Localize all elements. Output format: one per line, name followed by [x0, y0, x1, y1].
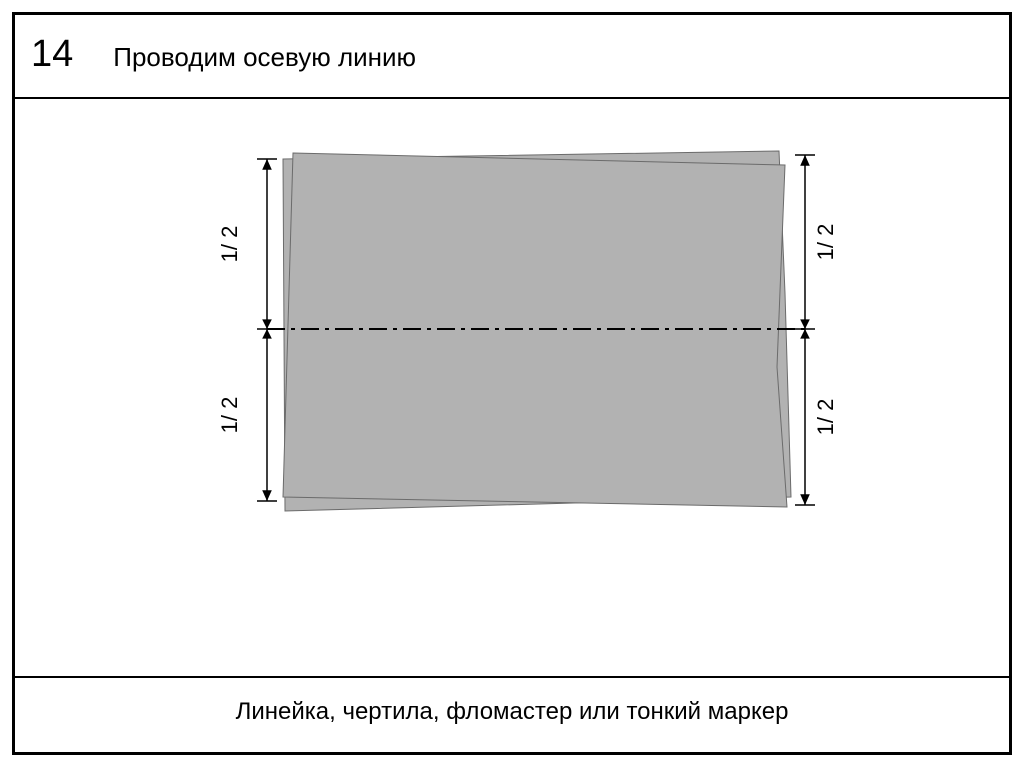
slide-footer: Линейка, чертила, фломастер или тонкий м…	[15, 676, 1009, 752]
dimension-arrow	[262, 319, 272, 329]
centerline-diagram: 1/ 2 1/ 2 1/ 2 1/ 2	[15, 99, 1009, 669]
dimension-label: 1/ 2	[217, 397, 242, 434]
dimension-arrow	[800, 494, 810, 505]
tools-list: Линейка, чертила, фломастер или тонкий м…	[236, 698, 789, 725]
dimension-arrow	[800, 329, 810, 339]
dimension-arrow	[262, 490, 272, 501]
dimension-label: 1/ 2	[217, 226, 242, 263]
step-title: Проводим осевую линию	[113, 42, 416, 73]
step-number: 14	[31, 35, 73, 73]
dimension-arrow	[800, 319, 810, 329]
slide-body: 1/ 2 1/ 2 1/ 2 1/ 2	[15, 99, 1009, 676]
dimension-arrow	[800, 155, 810, 166]
dimension-arrow	[262, 329, 272, 339]
slide-header: 14 Проводим осевую линию	[15, 15, 1009, 99]
dimension-arrow	[262, 159, 272, 170]
slide-frame: 14 Проводим осевую линию 1/ 21/ 21/ 21/ …	[12, 12, 1012, 755]
dimension-label: 1/ 2	[813, 399, 838, 436]
dimension-label: 1/ 2	[813, 224, 838, 261]
